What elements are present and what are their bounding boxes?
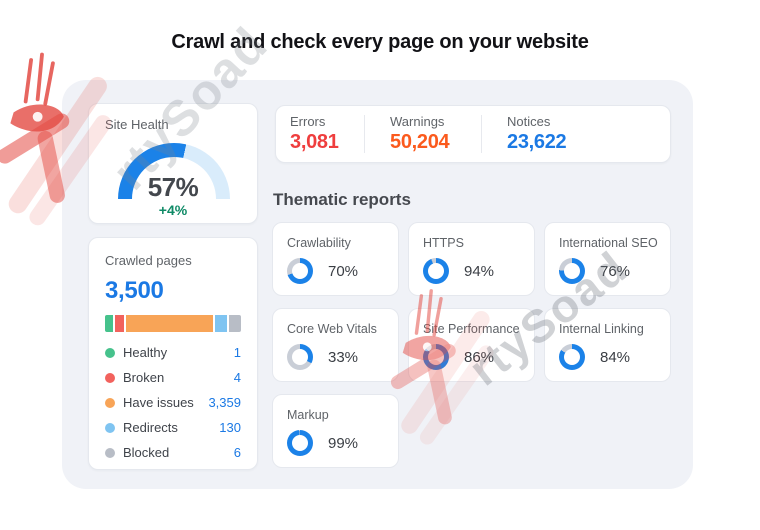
progress-donut-icon — [287, 430, 313, 456]
thematic-card-site-performance[interactable]: Site Performance 86% — [408, 308, 535, 382]
thematic-card-core-web-vitals[interactable]: Core Web Vitals 33% — [272, 308, 399, 382]
bar-segment-blocked — [228, 315, 241, 332]
crawled-pages-stacked-bar — [105, 315, 241, 332]
legend-label: Broken — [123, 370, 165, 385]
thematic-card-value: 33% — [328, 348, 359, 366]
progress-donut-icon — [423, 258, 449, 284]
thematic-card-label: Markup — [287, 408, 329, 422]
site-health-gauge — [118, 143, 230, 201]
thematic-card-internal-linking[interactable]: Internal Linking 84% — [544, 308, 671, 382]
thematic-reports-grid: Crawlability 70% HTTPS 94% International… — [272, 222, 671, 468]
thematic-card-https[interactable]: HTTPS 94% — [408, 222, 535, 296]
legend-label: Have issues — [123, 395, 194, 410]
thematic-card-value: 84% — [600, 348, 631, 366]
legend-row-healthy[interactable]: Healthy 1 — [105, 345, 241, 360]
progress-donut-icon — [287, 258, 313, 284]
broken-dot-icon — [105, 372, 115, 383]
thematic-card-label: International SEO — [559, 236, 658, 250]
thematic-card-label: HTTPS — [423, 236, 464, 250]
healthy-dot-icon — [105, 347, 115, 358]
page-title: Crawl and check every page on your websi… — [171, 31, 589, 53]
crawled-pages-total: 3,500 — [105, 277, 164, 304]
legend-value[interactable]: 1 — [233, 345, 241, 360]
blocked-dot-icon — [105, 447, 115, 458]
legend-label: Blocked — [123, 445, 170, 460]
legend-row-blocked[interactable]: Blocked 6 — [105, 445, 241, 460]
legend-value[interactable]: 130 — [219, 420, 241, 435]
issues-summary-card: Errors 3,081 Warnings 50,204 Notices 23,… — [275, 105, 671, 163]
crawled-pages-card[interactable]: Crawled pages 3,500 Healthy 1 Broken 4 H… — [88, 237, 258, 470]
bar-segment-healthy — [105, 315, 114, 332]
dashboard-panel: Site Health 57% +4% Crawled pages 3,500 … — [62, 80, 693, 489]
progress-donut-icon — [559, 258, 585, 284]
site-health-delta: +4% — [158, 202, 188, 218]
bar-segment-have-issues — [125, 315, 213, 332]
errors-stat[interactable]: Errors 3,081 — [276, 114, 364, 153]
warnings-value[interactable]: 50,204 — [390, 131, 450, 153]
warnings-stat[interactable]: Warnings 50,204 — [364, 114, 481, 153]
thematic-card-value: 94% — [464, 262, 495, 280]
site-health-value: 57% — [147, 172, 199, 202]
notices-value[interactable]: 23,622 — [507, 131, 567, 153]
legend-label: Healthy — [123, 345, 168, 360]
redirects-dot-icon — [105, 422, 115, 433]
thematic-card-label: Site Performance — [423, 322, 520, 336]
errors-value[interactable]: 3,081 — [290, 131, 339, 153]
site-health-label: Site Health — [105, 117, 169, 132]
errors-label: Errors — [290, 114, 326, 129]
progress-donut-icon — [287, 344, 313, 370]
progress-donut-icon — [423, 344, 449, 370]
notices-label: Notices — [507, 114, 551, 129]
bar-segment-redirects — [214, 315, 227, 332]
bar-segment-broken — [115, 315, 124, 332]
thematic-card-value: 86% — [464, 348, 495, 366]
have-issues-dot-icon — [105, 397, 115, 408]
legend-row-redirects[interactable]: Redirects 130 — [105, 420, 241, 435]
thematic-card-label: Internal Linking — [559, 322, 644, 336]
site-health-card[interactable]: Site Health 57% +4% — [88, 103, 258, 224]
legend-row-broken[interactable]: Broken 4 — [105, 370, 241, 385]
thematic-card-international-seo[interactable]: International SEO 76% — [544, 222, 671, 296]
thematic-card-crawlability[interactable]: Crawlability 70% — [272, 222, 399, 296]
progress-donut-icon — [559, 344, 585, 370]
legend-row-have-issues[interactable]: Have issues 3,359 — [105, 395, 241, 410]
notices-stat[interactable]: Notices 23,622 — [481, 114, 670, 153]
thematic-card-value: 99% — [328, 434, 359, 452]
legend-value[interactable]: 4 — [233, 370, 241, 385]
crawled-pages-label: Crawled pages — [105, 253, 192, 268]
thematic-card-value: 70% — [328, 262, 359, 280]
warnings-label: Warnings — [390, 114, 445, 129]
thematic-card-value: 76% — [600, 262, 631, 280]
crawled-pages-legend: Healthy 1 Broken 4 Have issues 3,359 Red… — [105, 345, 241, 460]
legend-value[interactable]: 6 — [233, 445, 241, 460]
thematic-card-label: Crawlability — [287, 236, 351, 250]
thematic-reports-heading: Thematic reports — [273, 190, 411, 209]
legend-label: Redirects — [123, 420, 178, 435]
thematic-card-markup[interactable]: Markup 99% — [272, 394, 399, 468]
thematic-card-label: Core Web Vitals — [287, 322, 377, 336]
legend-value[interactable]: 3,359 — [208, 395, 241, 410]
